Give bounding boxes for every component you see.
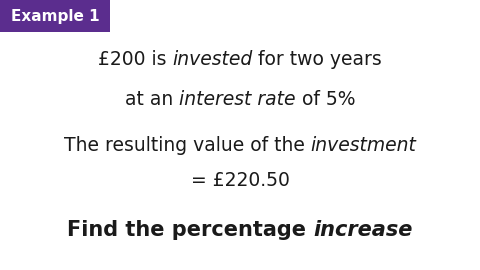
Text: Example 1: Example 1 — [11, 8, 99, 23]
Text: at an: at an — [125, 90, 179, 109]
Text: = £220.50: = £220.50 — [191, 171, 289, 190]
Text: The resulting value of the: The resulting value of the — [64, 136, 311, 155]
Text: for two years: for two years — [252, 50, 382, 69]
Text: Find the percentage: Find the percentage — [67, 220, 313, 239]
Text: increase: increase — [313, 220, 413, 239]
Text: investment: investment — [311, 136, 416, 155]
Text: interest rate: interest rate — [179, 90, 296, 109]
FancyBboxPatch shape — [0, 0, 110, 32]
Text: of 5%: of 5% — [296, 90, 355, 109]
Text: £200 is: £200 is — [98, 50, 172, 69]
Text: invested: invested — [172, 50, 252, 69]
